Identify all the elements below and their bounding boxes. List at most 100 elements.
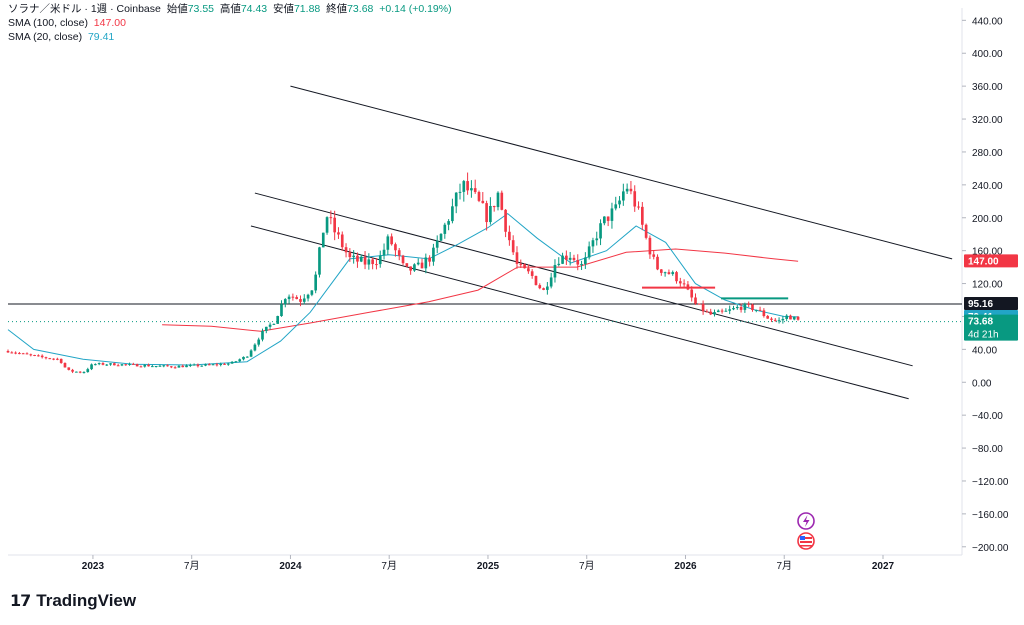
- candle: [477, 190, 481, 203]
- candle: [732, 305, 735, 311]
- candle: [530, 269, 534, 279]
- sma20-line: [7, 212, 799, 366]
- candle: [481, 192, 485, 204]
- candle-body: [299, 299, 302, 302]
- candle: [352, 250, 355, 264]
- candle: [751, 303, 754, 312]
- candle: [109, 363, 112, 366]
- candle: [458, 183, 462, 200]
- candle-body: [101, 363, 105, 365]
- candle-body: [261, 331, 264, 340]
- candle: [511, 235, 515, 256]
- candle-body: [678, 281, 682, 284]
- horizontal-line[interactable]: [8, 303, 962, 323]
- trend-channel-line[interactable]: [250, 225, 909, 400]
- candle: [48, 357, 52, 360]
- candle: [640, 202, 644, 231]
- marker-lines[interactable]: [642, 286, 789, 300]
- channel-lines[interactable]: [250, 85, 953, 400]
- candle: [147, 363, 150, 367]
- candle: [678, 277, 682, 287]
- candle: [245, 356, 249, 358]
- candle-body: [690, 289, 694, 298]
- y-tick-label: 440.00: [972, 16, 1003, 27]
- candle-body: [321, 232, 325, 248]
- candle: [409, 266, 412, 275]
- event-icons[interactable]: [797, 512, 815, 550]
- candle: [116, 363, 120, 367]
- sma100-legend-row[interactable]: SMA (100, close) 147.00: [8, 16, 452, 30]
- candle-body: [78, 371, 82, 373]
- candle-body: [318, 247, 321, 275]
- candle-body: [454, 192, 458, 207]
- candlesticks: [6, 172, 800, 374]
- candle-body: [732, 308, 735, 310]
- candle-body: [223, 363, 226, 365]
- flash-event-icon[interactable]: [797, 512, 815, 530]
- candle-body: [629, 188, 633, 192]
- candle-body: [420, 262, 424, 269]
- ohlc-legend-row[interactable]: ソラナ／米ドル · 1週 · Coinbase 始値73.55 高値74.43 …: [8, 2, 452, 16]
- candle: [405, 263, 409, 268]
- candle-body: [409, 266, 412, 271]
- candle: [192, 363, 196, 366]
- brand-name: TradingView: [36, 591, 137, 610]
- candle: [773, 318, 777, 322]
- trend-channel-line[interactable]: [254, 192, 913, 367]
- time-axis[interactable]: 2023 7月 2024 7月 2025 7月 2026 7月 2027: [82, 555, 895, 572]
- symbol-title: ソラナ／米ドル · 1週 · Coinbase: [8, 3, 161, 15]
- candle-body: [135, 364, 139, 367]
- candle-body: [762, 310, 766, 317]
- x-tick-label: 2023: [82, 561, 105, 572]
- candle-body: [375, 264, 378, 266]
- x-tick-label: 2026: [674, 561, 697, 572]
- candle-body: [435, 240, 439, 248]
- candle: [580, 260, 583, 271]
- tradingview-brand[interactable]: 𝟭𝟳 TradingView: [10, 591, 136, 611]
- candle: [59, 358, 63, 364]
- candle: [94, 363, 97, 366]
- candle: [113, 362, 116, 366]
- candle-body: [170, 366, 173, 368]
- candle: [625, 183, 629, 194]
- candle-body: [211, 364, 215, 366]
- candle-body: [766, 316, 770, 319]
- candle-body: [587, 246, 591, 258]
- candle: [166, 364, 169, 367]
- sma20-legend-row[interactable]: SMA (20, close) 79.41: [8, 30, 452, 44]
- candle-body: [63, 362, 67, 368]
- candle: [701, 300, 705, 315]
- trend-channel-line[interactable]: [290, 85, 953, 260]
- candle: [451, 198, 454, 224]
- candle-body: [447, 221, 450, 225]
- candle-body: [245, 356, 249, 358]
- price-axis[interactable]: 440.00 400.00 360.00 320.00 280.00 240.00 200.…: [962, 16, 1009, 554]
- tradingview-logo-icon: 𝟭𝟳: [10, 593, 31, 610]
- candle: [454, 192, 458, 214]
- candle-body: [348, 252, 352, 258]
- y-tick-label: 360.00: [972, 82, 1003, 93]
- candle: [553, 259, 557, 283]
- candle: [758, 306, 762, 311]
- candle-body: [565, 255, 568, 260]
- candle: [394, 242, 397, 257]
- candle-body: [382, 249, 386, 256]
- candle: [101, 362, 105, 366]
- candle-body: [196, 364, 200, 367]
- candle-body: [508, 231, 511, 241]
- us-flag-event-icon[interactable]: [797, 532, 815, 550]
- candle-body: [754, 309, 758, 311]
- price-label-bg: [964, 296, 1018, 310]
- candle-body: [109, 363, 112, 365]
- candle: [591, 237, 595, 253]
- candle: [188, 363, 192, 368]
- candle: [234, 361, 238, 363]
- y-tick-label: −40.00: [972, 411, 1003, 422]
- y-tick-label: 160.00: [972, 247, 1003, 258]
- candle: [504, 209, 507, 238]
- candle-body: [226, 363, 230, 365]
- candle: [337, 227, 340, 239]
- candle-body: [234, 361, 238, 363]
- candle-body: [644, 224, 648, 238]
